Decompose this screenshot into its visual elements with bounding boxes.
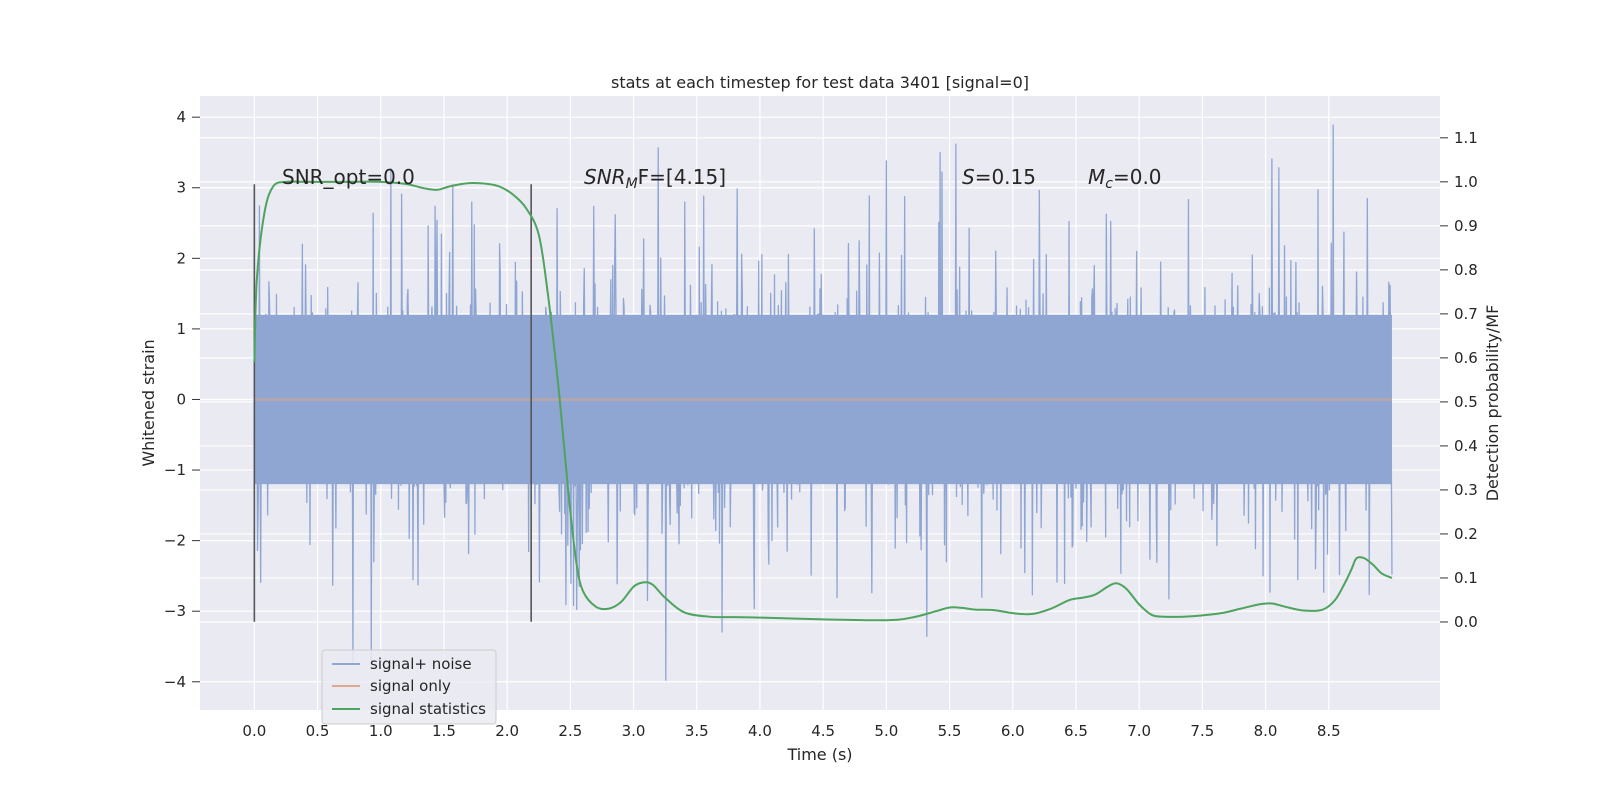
y2-tick-label: 0.4 xyxy=(1454,437,1478,455)
y-tick-label: −1 xyxy=(164,461,186,479)
y-tick-label: −2 xyxy=(164,532,186,550)
y-tick-label: 1 xyxy=(176,320,186,338)
annotation-s: S=0.15 xyxy=(962,165,1036,189)
x-axis-label: Time (s) xyxy=(786,745,852,764)
x-tick-label: 1.5 xyxy=(432,722,456,740)
y2-tick-label: 0.5 xyxy=(1454,393,1478,411)
x-tick-label: 5.0 xyxy=(874,722,898,740)
y-tick-label: −4 xyxy=(164,673,186,691)
y-tick-label: 0 xyxy=(176,390,186,408)
legend-label-noise: signal+ noise xyxy=(370,655,472,673)
y2-tick-label: 1.1 xyxy=(1454,129,1478,147)
x-tick-label: 6.0 xyxy=(1001,722,1025,740)
snr-mf-subscript: M xyxy=(626,176,638,192)
tick-labels: 0.0 0.5 1.0 1.5 2.0 2.5 3.0 3.5 4.0 4.5 5.0 5.5 6.0 6… xyxy=(164,108,1478,740)
legend-box xyxy=(321,649,497,725)
y2-tick-label: 0.9 xyxy=(1454,217,1478,235)
x-tick-label: 4.5 xyxy=(811,722,835,740)
y-tick-label: 2 xyxy=(176,249,186,267)
y2-tick-label: 0.2 xyxy=(1454,525,1478,543)
marker-lines xyxy=(253,184,532,622)
s-symbol: S xyxy=(962,165,975,189)
y2-tick-label: 0.1 xyxy=(1454,569,1478,587)
annotation-mc: Mc=0.0 xyxy=(1088,165,1162,192)
x-tick-label: 0.5 xyxy=(306,722,330,740)
x-tick-label: 3.5 xyxy=(685,722,709,740)
x-tick-label: 0.0 xyxy=(242,722,266,740)
x-tick-label: 5.5 xyxy=(938,722,962,740)
y-tick-label: 4 xyxy=(176,108,186,126)
signal-statistics-series xyxy=(253,180,1393,622)
x-tick-label: 4.0 xyxy=(748,722,772,740)
chart-title: stats at each timestep for test data 340… xyxy=(611,73,1029,92)
x-tick-label: 3.0 xyxy=(622,722,646,740)
x-tick-label: 2.5 xyxy=(558,722,582,740)
x-tick-label: 8.5 xyxy=(1317,722,1341,740)
y-axis-label: Whitened strain xyxy=(139,339,158,466)
y2-tick-label: 1.0 xyxy=(1454,173,1478,191)
y2-axis-label: Detection probability/MF xyxy=(1483,305,1502,502)
series-line-signal-plus-noise xyxy=(253,124,1393,681)
annotation-snr-opt: SNR_opt=0.0 xyxy=(282,165,415,189)
y2-tick-label: 0.8 xyxy=(1454,261,1478,279)
x-tick-label: 6.5 xyxy=(1064,722,1088,740)
y-tick-label: 3 xyxy=(176,179,186,197)
x-tick-label: 1.0 xyxy=(369,722,393,740)
mc-value: =0.0 xyxy=(1113,165,1162,189)
mc-subscript: c xyxy=(1105,176,1113,192)
snr-mf-symbol: SNR xyxy=(584,165,626,189)
snr-mf-value: F=[4.15] xyxy=(638,165,726,189)
x-tick-label: 2.0 xyxy=(495,722,519,740)
y2-tick-label: 0.0 xyxy=(1454,613,1478,631)
mc-symbol: M xyxy=(1088,165,1105,189)
x-tick-label: 7.5 xyxy=(1190,722,1214,740)
annotation-snr-mf: SNRMF=[4.15] xyxy=(584,165,726,192)
legend: signal+ noise signal only signal statist… xyxy=(321,649,497,725)
y2-tick-label: 0.6 xyxy=(1454,349,1478,367)
s-value: =0.15 xyxy=(975,165,1036,189)
legend-label-statistics: signal statistics xyxy=(370,700,486,718)
y2-tick-label: 0.7 xyxy=(1454,305,1478,323)
x-tick-label: 7.0 xyxy=(1127,722,1151,740)
legend-label-signal: signal only xyxy=(370,677,451,695)
y-tick-label: −3 xyxy=(164,602,186,620)
y2-tick-label: 0.3 xyxy=(1454,481,1478,499)
series-line-signal-statistics xyxy=(253,180,1393,622)
x-tick-label: 8.0 xyxy=(1254,722,1278,740)
